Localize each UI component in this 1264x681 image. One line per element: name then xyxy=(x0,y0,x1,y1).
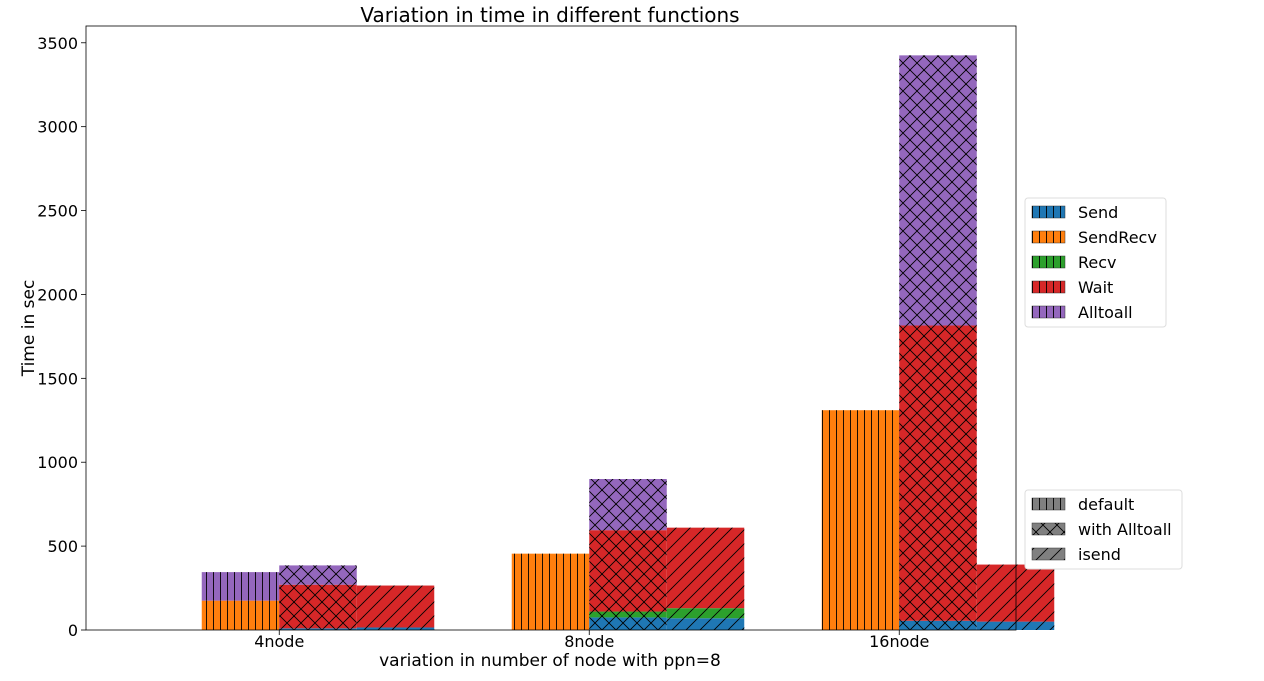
bar-wait-with-alltoall-16node xyxy=(899,325,977,621)
legend-label: Send xyxy=(1078,203,1118,222)
bar-wait-with-alltoall-4node xyxy=(279,584,357,629)
x-tick-label-16node: 16node xyxy=(869,632,929,651)
legend-entry-isend: isend xyxy=(1031,545,1121,564)
plot-frame xyxy=(85,25,1017,631)
legend-entry-sendrecv: SendRecv xyxy=(1031,228,1157,247)
bar-recv-with-alltoall-8node xyxy=(589,611,667,618)
bar-send-isend-16node xyxy=(976,621,1055,630)
bar-alltoall-default-4node xyxy=(201,572,280,601)
legend-entry-default: default xyxy=(1031,495,1134,514)
bar-sendrecv-default-8node xyxy=(511,553,590,630)
series-legend: Send SendRecv Recv Wait Alltoall xyxy=(1024,197,1167,328)
legend-label: SendRecv xyxy=(1078,228,1157,247)
y-tick-label: 3500 xyxy=(37,34,78,53)
legend-entry-with-alltoall: with Alltoall xyxy=(1031,520,1172,539)
series-legend-box xyxy=(1024,197,1167,328)
legend-label: Wait xyxy=(1078,278,1113,297)
legend-entry-recv: Recv xyxy=(1031,253,1117,272)
bar-recv-isend-8node xyxy=(666,608,745,619)
x-tick-label-4node: 4node xyxy=(254,632,304,651)
legend-label: Recv xyxy=(1078,253,1117,272)
y-tick-label: 2000 xyxy=(37,285,78,304)
bar-send-with-alltoall-4node xyxy=(279,628,357,630)
x-axis-label: variation in number of node with ppn=8 xyxy=(379,651,721,671)
variant-legend: default with Alltoall isend xyxy=(1024,489,1183,570)
bar-send-with-alltoall-8node xyxy=(589,617,667,630)
legend-entry-alltoall: Alltoall xyxy=(1031,303,1133,322)
y-tick-label: 1000 xyxy=(37,453,78,472)
legend-entry-wait: Wait xyxy=(1031,278,1113,297)
x-tick-label-8node: 8node xyxy=(564,632,614,651)
bar-alltoall-with-alltoall-8node xyxy=(589,479,667,531)
bar-send-isend-4node xyxy=(356,627,435,630)
bar-wait-isend-16node xyxy=(976,564,1055,622)
axes-layer: 0 500 1000 1500 2000 2500 3000 3500 4node 8node 16… xyxy=(37,25,1017,651)
legend-label: default xyxy=(1078,495,1134,514)
chart-title: Variation in time in different functions xyxy=(360,3,739,27)
bar-wait-isend-4node xyxy=(356,585,435,628)
bars-layer xyxy=(201,55,1055,630)
bar-alltoall-with-alltoall-16node xyxy=(899,55,977,326)
legend-entry-send: Send xyxy=(1031,203,1118,222)
bar-wait-with-alltoall-8node xyxy=(589,530,667,612)
y-tick-label: 0 xyxy=(68,621,78,640)
bar-send-isend-8node xyxy=(666,618,745,630)
legend-label: with Alltoall xyxy=(1078,520,1172,539)
bar-alltoall-with-alltoall-4node xyxy=(279,565,357,585)
legend-label: Alltoall xyxy=(1078,303,1133,322)
y-tick-label: 2500 xyxy=(37,202,78,221)
y-tick-label: 1500 xyxy=(37,369,78,388)
y-tick-label: 500 xyxy=(47,537,78,556)
bar-wait-isend-8node xyxy=(666,527,745,609)
y-tick-label: 3000 xyxy=(37,118,78,137)
bar-sendrecv-default-4node xyxy=(201,600,280,630)
legend-label: isend xyxy=(1078,545,1121,564)
y-axis-label: Time in sec xyxy=(19,280,39,378)
bar-send-with-alltoall-16node xyxy=(899,620,977,630)
bar-sendrecv-default-16node xyxy=(821,410,900,630)
